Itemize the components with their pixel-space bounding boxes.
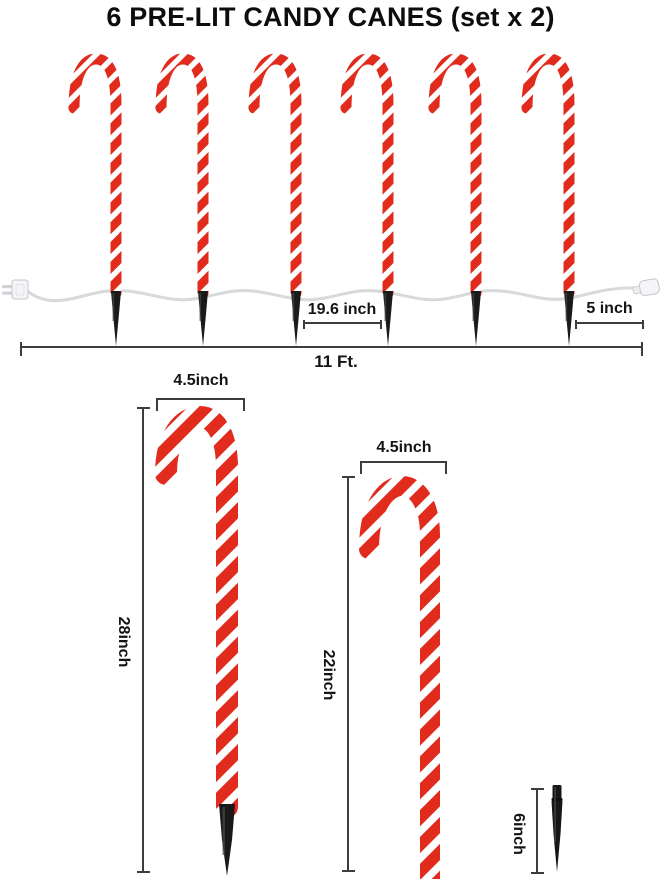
candy-cane — [428, 53, 482, 346]
medium-cane-width-line — [360, 461, 447, 474]
total-length-dimension-label: 11 Ft. — [314, 352, 358, 371]
large-cane-height-line — [137, 407, 150, 873]
candy-cane-body — [521, 53, 575, 299]
stake-highlight — [384, 293, 387, 321]
stake-height-label: 6inch — [510, 813, 527, 855]
large-cane-width-line — [156, 398, 245, 411]
medium-cane-height-label: 22inch — [320, 649, 337, 701]
spacing-dimension-line — [303, 320, 382, 329]
ground-stake-icon — [219, 804, 235, 876]
large-cane-height-label: 28inch — [115, 616, 132, 668]
spacing-dimension-label: 19.6 inch — [307, 301, 377, 318]
ground-stake-detail-icon — [551, 785, 563, 872]
end-gap-dimension-line — [575, 320, 644, 329]
candy-cane-body — [155, 53, 209, 299]
large-cane-width-label: 4.5inch — [173, 372, 229, 389]
stake-highlight — [222, 807, 225, 855]
candy-cane-body — [359, 475, 440, 879]
page-title: 6 PRE-LIT CANDY CANES (set x 2) — [106, 2, 555, 32]
medium-cane-width-label: 4.5inch — [376, 439, 432, 456]
power-plug-icon — [2, 279, 29, 300]
candy-cane — [521, 53, 575, 346]
end-gap-dimension-label: 5 inch — [586, 300, 633, 317]
medium-cane-height-line — [342, 476, 355, 872]
candy-cane-body — [428, 53, 482, 299]
candy-cane-body — [155, 405, 238, 818]
connector-socket-icon — [632, 278, 660, 297]
total-length-dimension-line — [20, 342, 643, 356]
stake-highlight — [199, 293, 202, 321]
stake-highlight — [565, 293, 568, 321]
candy-cane-body — [248, 53, 302, 299]
candy-cane-body — [340, 53, 394, 299]
stake-highlight — [472, 293, 475, 321]
candy-cane — [68, 53, 122, 346]
candy-cane — [155, 53, 209, 346]
stake-highlight — [112, 293, 115, 321]
candy-cane-body — [68, 53, 122, 299]
stake-height-line — [531, 788, 544, 874]
stake-highlight — [292, 293, 295, 321]
candy-cane — [248, 53, 302, 346]
candy-cane — [340, 53, 394, 346]
large-candy-cane — [155, 405, 238, 876]
medium-candy-cane — [359, 475, 440, 879]
